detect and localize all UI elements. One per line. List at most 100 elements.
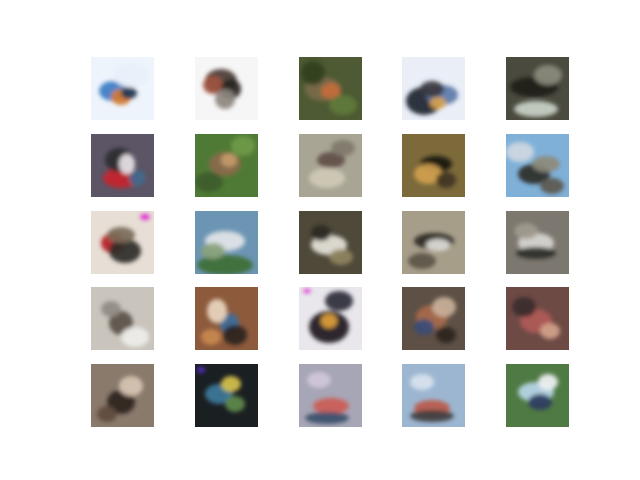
sample-r4c1-image: [91, 287, 154, 350]
sample-r3c4-blob-3: [408, 253, 436, 269]
sample-r5c4: [402, 364, 465, 427]
sample-r2c2-blob-2: [195, 172, 223, 192]
sample-r2c2-blob-4: [231, 136, 255, 156]
sample-r4c4: [402, 287, 465, 350]
sample-r5c3-blob-2: [305, 412, 349, 424]
sample-r5c1-image: [91, 364, 154, 427]
sample-r4c5-blob-2: [512, 297, 536, 317]
sample-r4c1-blob-3: [121, 327, 149, 347]
sample-r5c1-blob-3: [97, 406, 117, 422]
sample-r4c5-blob-3: [540, 323, 560, 339]
sample-r2c4-image: [402, 134, 465, 197]
sample-r1c2-blob-4: [215, 89, 235, 109]
sample-r5c3-blob-1: [313, 398, 349, 414]
sample-r2c5-blob-3: [506, 142, 534, 162]
sample-r3c5: [506, 211, 569, 274]
sample-r4c3-blob-2: [321, 314, 337, 328]
sample-r2c1-blob-3: [119, 154, 135, 174]
sample-r5c5: [506, 364, 569, 427]
sample-r5c5-image: [506, 364, 569, 427]
sample-r5c5-blob-3: [538, 374, 558, 390]
sample-r5c2-blob-2: [221, 376, 241, 392]
sample-r4c2: [195, 287, 258, 350]
sample-r3c5-blob-3: [514, 223, 538, 239]
sample-r5c3: [299, 364, 362, 427]
sample-r3c3-blob-2: [311, 225, 331, 241]
sample-r1c3-image: [299, 57, 362, 120]
sample-r3c3-image: [299, 211, 362, 274]
sample-r2c3-blob-3: [331, 140, 355, 156]
sample-r1c2-image: [195, 57, 258, 120]
sample-r4c1: [91, 287, 154, 350]
sample-r4c3: [299, 287, 362, 350]
sample-r3c3-blob-3: [329, 249, 353, 265]
sample-r1c1-image: [91, 57, 154, 120]
sample-r5c3-image: [299, 364, 362, 427]
sample-r3c4-blob-2: [426, 239, 450, 251]
sample-r4c2-blob-3: [223, 325, 247, 345]
sample-r1c4-blob-4: [430, 97, 446, 109]
sample-r1c1-blob-4: [113, 63, 149, 87]
sample-r2c5-image: [506, 134, 569, 197]
sample-r4c3-image: [299, 287, 362, 350]
sample-r3c4-image: [402, 211, 465, 274]
sample-r3c1-blob-3: [107, 227, 135, 243]
sample-r4c1-blob-2: [101, 301, 121, 317]
sample-r4c3-blob-4: [303, 289, 311, 293]
sample-r5c5-blob-2: [528, 394, 552, 410]
sample-r2c3-image: [299, 134, 362, 197]
sample-r1c3: [299, 57, 362, 120]
sample-r5c2-image: [195, 364, 258, 427]
sample-r3c4: [402, 211, 465, 274]
sample-r3c5-image: [506, 211, 569, 274]
sample-r2c2-image: [195, 134, 258, 197]
sample-r2c2-blob-3: [221, 153, 237, 167]
sample-r1c5-blob-3: [534, 65, 562, 85]
sample-r5c1-blob-2: [119, 376, 143, 396]
sample-r4c5: [506, 287, 569, 350]
sample-r5c2-blob-3: [225, 396, 245, 412]
sample-r5c4-blob-2: [410, 410, 454, 422]
sample-r3c1: [91, 211, 154, 274]
sample-r2c3-blob-2: [309, 168, 345, 188]
sample-r5c2: [195, 364, 258, 427]
sample-r2c3: [299, 134, 362, 197]
sample-r5c1: [91, 364, 154, 427]
sample-r4c3-blob-3: [325, 291, 353, 311]
sample-r3c1-image: [91, 211, 154, 274]
sample-r2c5-blob-2: [532, 156, 560, 172]
sample-r4c4-image: [402, 287, 465, 350]
sample-r2c4: [402, 134, 465, 197]
sample-r3c3: [299, 211, 362, 274]
sample-r3c2: [195, 211, 258, 274]
sample-r1c3-blob-4: [329, 95, 357, 115]
sample-r4c4-blob-2: [414, 319, 434, 335]
sample-r3c1-blob-4: [140, 214, 150, 220]
sample-r1c5-blob-2: [514, 101, 558, 117]
sample-r1c5: [506, 57, 569, 120]
sample-r4c2-blob-2: [207, 299, 227, 323]
sample-r2c1: [91, 134, 154, 197]
sample-r4c2-blob-4: [201, 329, 221, 345]
sample-r4c5-image: [506, 287, 569, 350]
sample-r5c4-image: [402, 364, 465, 427]
sample-r1c1: [91, 57, 154, 120]
sample-r2c2: [195, 134, 258, 197]
sample-r1c2: [195, 57, 258, 120]
sample-r1c4-image: [402, 57, 465, 120]
sample-r3c2-blob-3: [201, 243, 225, 259]
sample-r1c5-image: [506, 57, 569, 120]
sample-r2c5: [506, 134, 569, 197]
sample-r4c2-image: [195, 287, 258, 350]
sample-r1c4-blob-3: [420, 81, 444, 97]
sample-r2c4-blob-3: [436, 172, 456, 188]
sample-r5c3-blob-3: [307, 372, 331, 388]
sample-r1c3-blob-3: [301, 61, 325, 85]
sample-r1c4: [402, 57, 465, 120]
sample-r5c2-blob-4: [197, 367, 205, 373]
sample-r2c1-blob-4: [129, 170, 145, 186]
sample-r5c4-blob-3: [410, 374, 434, 390]
sample-r2c1-image: [91, 134, 154, 197]
sample-r4c4-blob-4: [436, 327, 456, 343]
sample-r1c1-blob-3: [121, 87, 137, 99]
